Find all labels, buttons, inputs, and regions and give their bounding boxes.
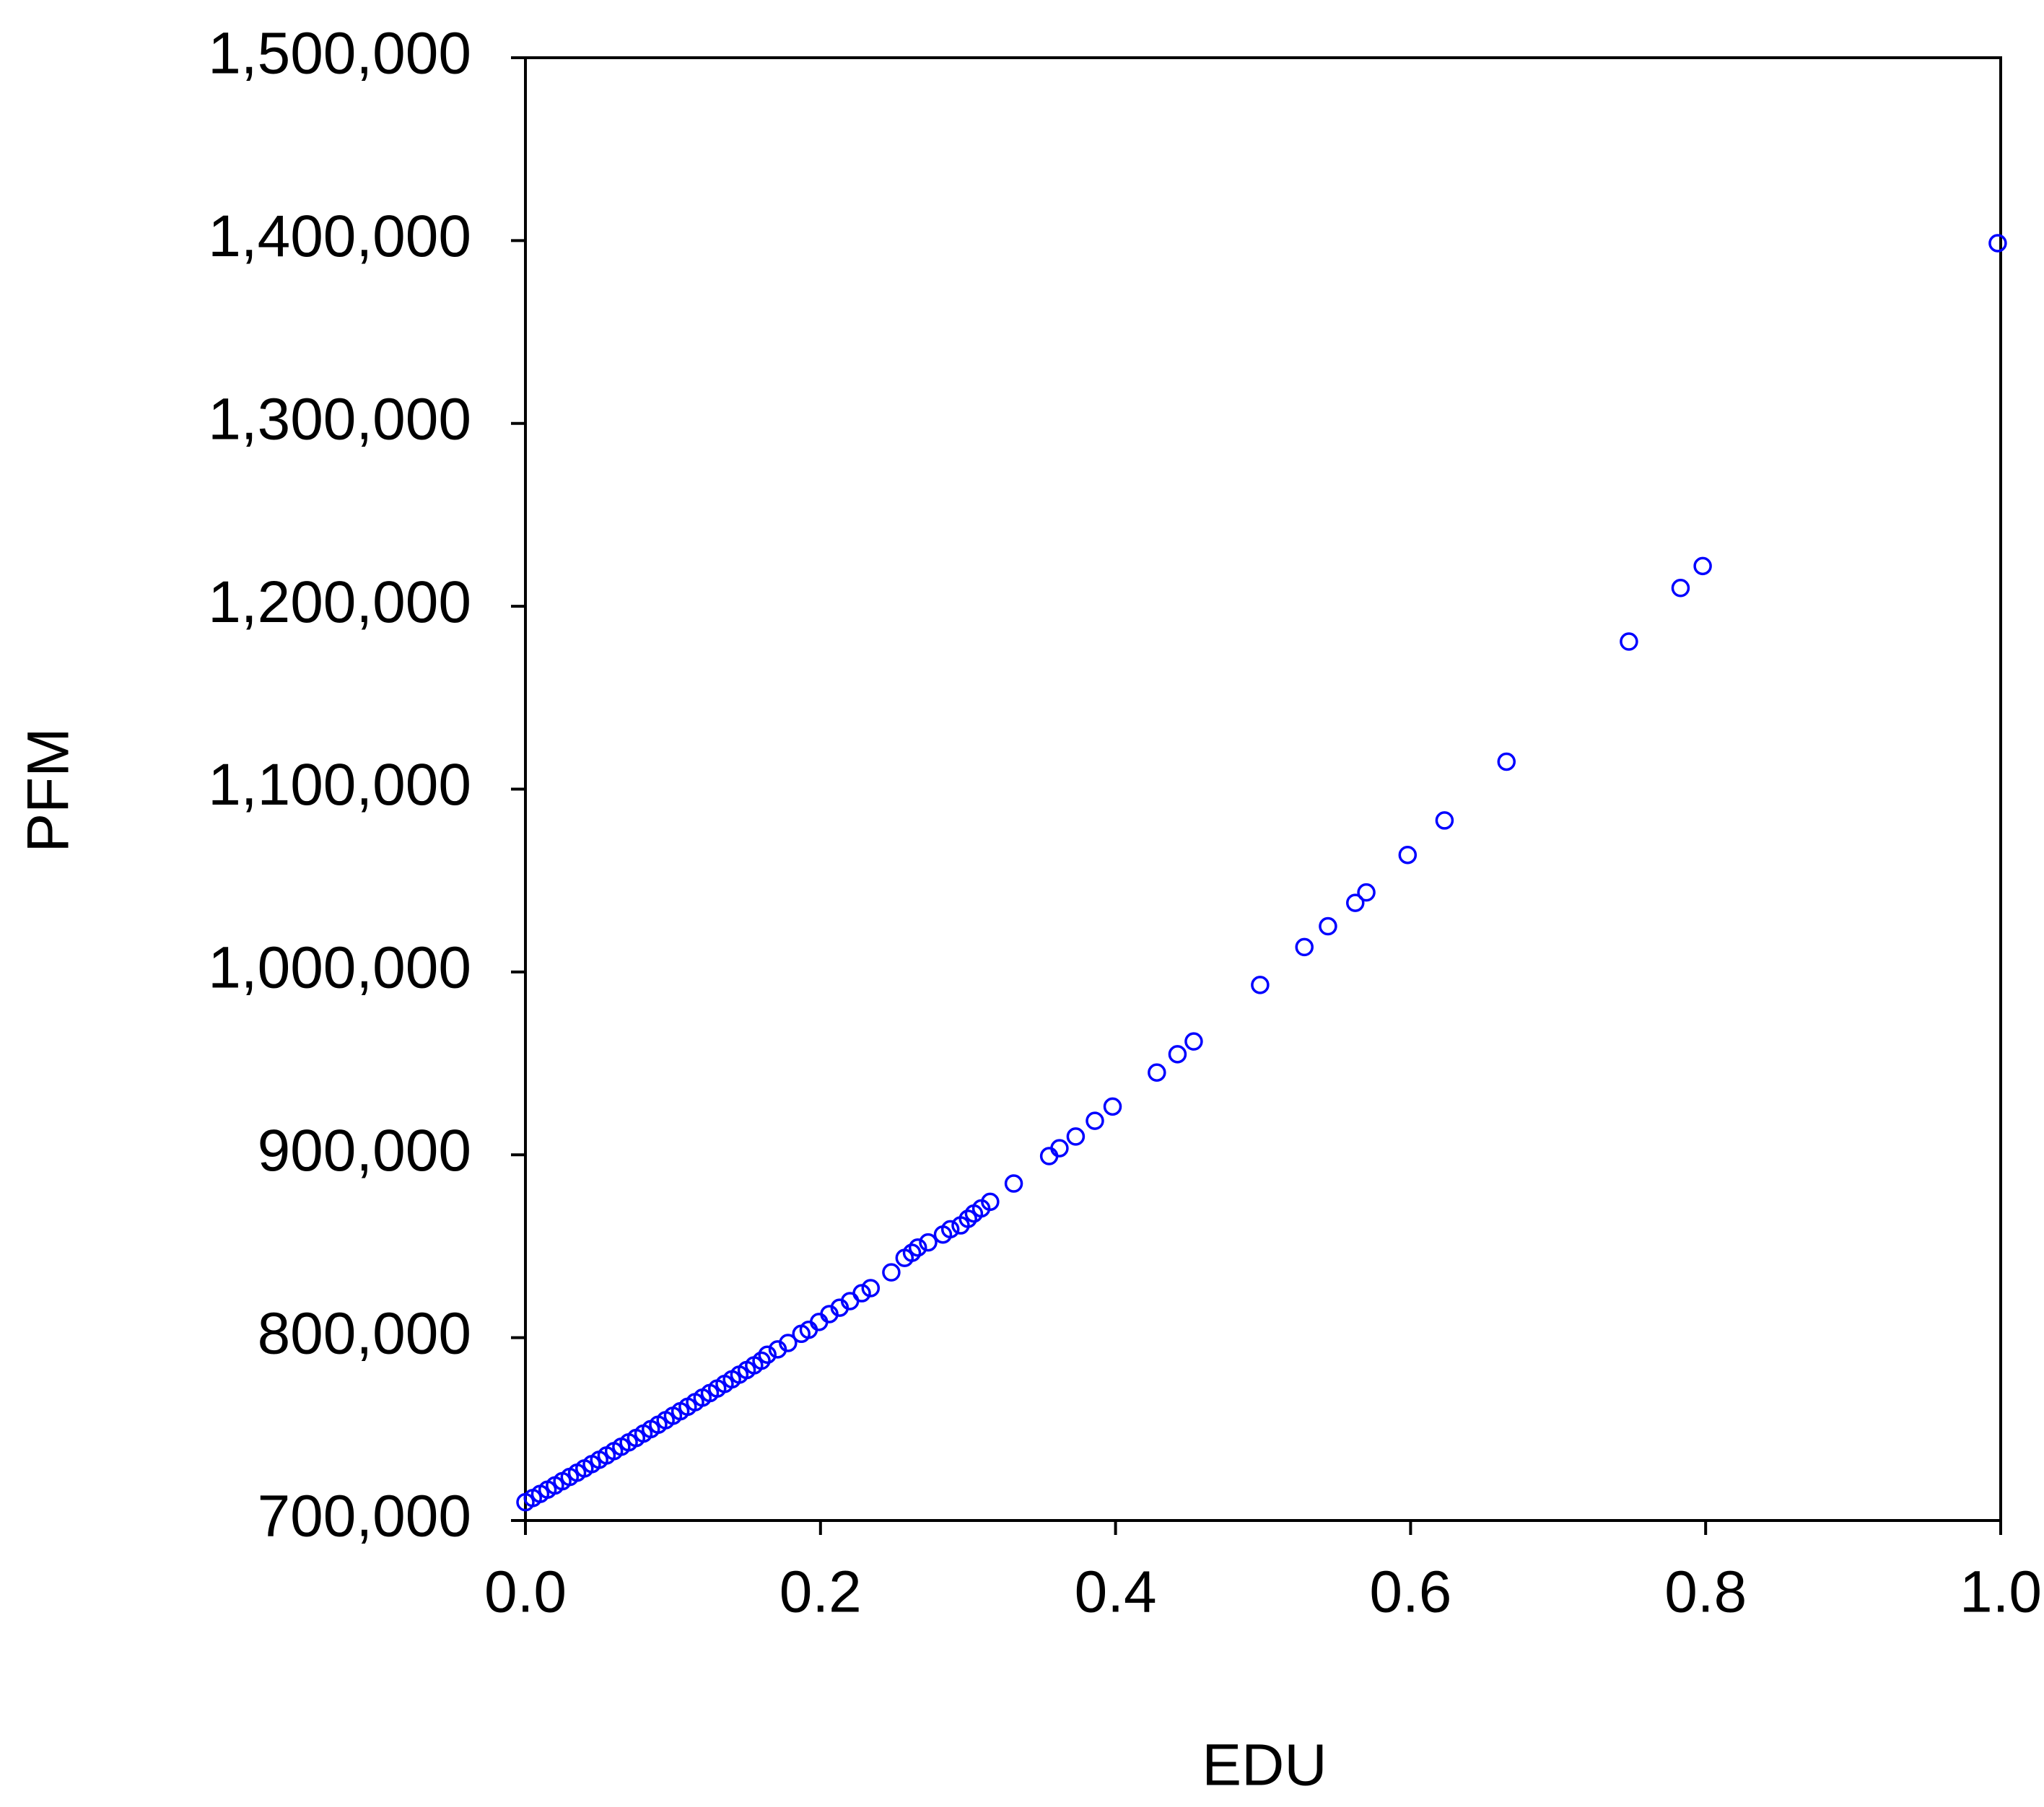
point: [908, 1238, 927, 1257]
y-tick-label: 800,000: [258, 1300, 471, 1366]
point: [1398, 845, 1418, 865]
x-tick-label: 0.4: [1075, 1559, 1157, 1625]
y-tick-label: 1,300,000: [208, 386, 471, 452]
point: [1168, 1045, 1187, 1064]
point: [1497, 752, 1516, 771]
point: [779, 1334, 798, 1352]
y-tick-label: 1,000,000: [208, 935, 471, 1001]
x-tick-label: 0.0: [484, 1559, 567, 1625]
y-tick-label: 1,400,000: [208, 204, 471, 269]
point: [758, 1345, 777, 1364]
point: [882, 1263, 901, 1282]
y-tick-label: 700,000: [258, 1484, 471, 1549]
point: [1988, 234, 2007, 253]
y-tick-label: 1,100,000: [208, 752, 471, 818]
point: [752, 1351, 771, 1370]
point: [1357, 883, 1376, 902]
point: [861, 1279, 881, 1298]
point: [1184, 1032, 1203, 1051]
y-tick-label: 1,500,000: [208, 21, 471, 87]
x-tick-label: 0.2: [779, 1559, 862, 1625]
y-axis-label: PFM: [16, 727, 82, 852]
point: [940, 1220, 960, 1239]
point: [1346, 893, 1365, 912]
x-tick-label: 0.6: [1369, 1559, 1451, 1625]
point: [902, 1243, 922, 1262]
point: [1148, 1063, 1166, 1082]
y-tick-label: 1,200,000: [208, 569, 471, 635]
point: [1251, 976, 1270, 994]
point: [1693, 556, 1712, 576]
point: [1103, 1097, 1122, 1116]
point: [1435, 811, 1454, 830]
point: [852, 1284, 871, 1303]
x-axis-label: EDU: [1202, 1733, 1327, 1798]
x-tick-label: 0.8: [1664, 1559, 1747, 1625]
y-tick-label: 900,000: [258, 1118, 471, 1183]
plot-frame: [524, 56, 2002, 1522]
point: [1050, 1139, 1069, 1158]
point: [981, 1192, 1000, 1212]
point: [1004, 1174, 1023, 1193]
point: [958, 1209, 977, 1228]
point: [1620, 632, 1638, 651]
point: [1295, 937, 1314, 957]
point: [919, 1233, 938, 1252]
point: [1086, 1111, 1104, 1130]
point: [1319, 916, 1337, 936]
point: [1671, 579, 1690, 598]
point: [1066, 1127, 1086, 1146]
x-tick-label: 1.0: [1960, 1559, 2042, 1625]
